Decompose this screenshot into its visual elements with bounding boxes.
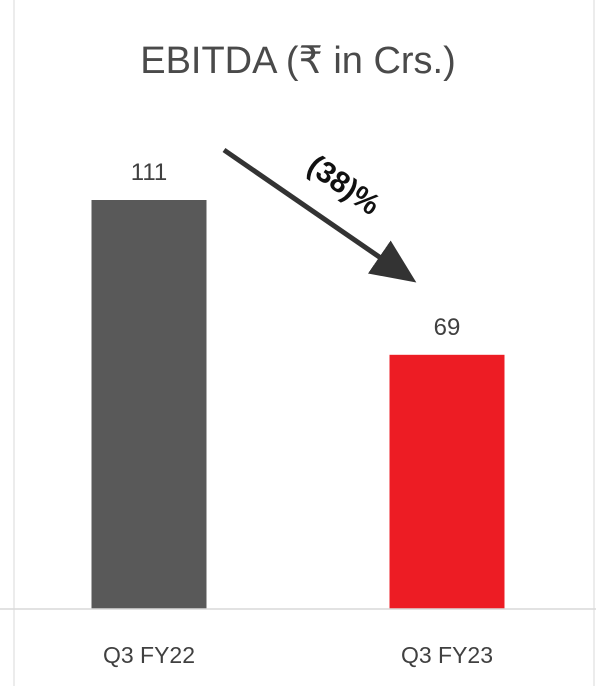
x-tick-label-q3-fy22: Q3 FY22 <box>103 642 195 668</box>
change-arrow <box>222 147 417 283</box>
value-labels-group: 111 69 <box>131 159 461 341</box>
value-label-q3-fy23: 69 <box>434 314 461 341</box>
x-tick-labels: Q3 FY22 Q3 FY23 <box>103 642 493 668</box>
x-tick-label-q3-fy23: Q3 FY23 <box>401 642 493 668</box>
bar-q3-fy22 <box>91 200 207 609</box>
bar-q3-fy23 <box>389 354 505 609</box>
chart-title: EBITDA (₹ in Crs.) <box>140 40 456 82</box>
bars-group <box>91 200 505 609</box>
value-label-q3-fy22: 111 <box>131 159 167 186</box>
